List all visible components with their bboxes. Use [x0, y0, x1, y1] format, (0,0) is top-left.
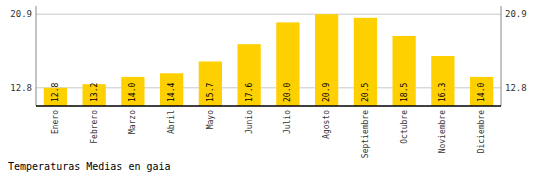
chart: 12.8 13.2 14.0 14.4 15.7 17.6 20.0 20.9 20.5 18.5…: [0, 0, 537, 174]
bar: [160, 73, 183, 106]
bar: [199, 61, 222, 106]
bar: [431, 56, 454, 106]
y-tick-label: 12.8: [10, 83, 32, 93]
data-label: 20.0: [283, 83, 292, 102]
data-label: 17.6: [245, 83, 254, 102]
grid-line: [36, 14, 501, 15]
x-tick-label: Diciembre: [477, 110, 486, 154]
bars: [44, 14, 494, 106]
x-tick-label: Agosto: [322, 110, 331, 139]
bar: [315, 14, 338, 106]
x-axis-line: [36, 105, 501, 107]
data-label: 16.3: [438, 83, 447, 102]
x-tick-label: Noviembre: [438, 110, 447, 154]
x-tick-label: Junio: [245, 110, 254, 134]
bar: [393, 36, 416, 106]
x-tick-label: Octubre: [400, 110, 409, 144]
data-label: 14.4: [167, 83, 176, 102]
y-tick-label: 20.9: [10, 9, 32, 19]
data-label: 14.0: [477, 83, 486, 102]
data-label: 14.0: [128, 83, 137, 102]
y2-tick-label: 12.8: [505, 83, 527, 93]
x-tick-label: Enero: [51, 110, 60, 134]
data-label: 12.8: [51, 83, 60, 102]
x-tick-label: Marzo: [128, 110, 137, 134]
x-tick-label: Septiembre: [361, 110, 370, 158]
bar: [121, 77, 144, 106]
x-tick-label: Febrero: [90, 110, 99, 144]
data-label: 15.7: [206, 83, 215, 102]
x-tick-label: Mayo: [206, 110, 215, 129]
bar: [354, 18, 377, 106]
y2-axis-line: [501, 6, 502, 106]
bar: [238, 44, 261, 106]
data-label: 20.9: [322, 83, 331, 102]
data-label: 20.5: [361, 83, 370, 102]
x-tick-label: Abril: [167, 110, 176, 134]
bar: [276, 22, 299, 106]
title: Temperaturas Medias en gaia: [8, 161, 171, 172]
data-label: 13.2: [90, 83, 99, 102]
bar: [470, 77, 493, 106]
y2-tick-label: 20.9: [505, 9, 527, 19]
data-label: 18.5: [400, 83, 409, 102]
x-tick-label: Julio: [283, 110, 292, 134]
y-axis-line: [36, 6, 37, 106]
